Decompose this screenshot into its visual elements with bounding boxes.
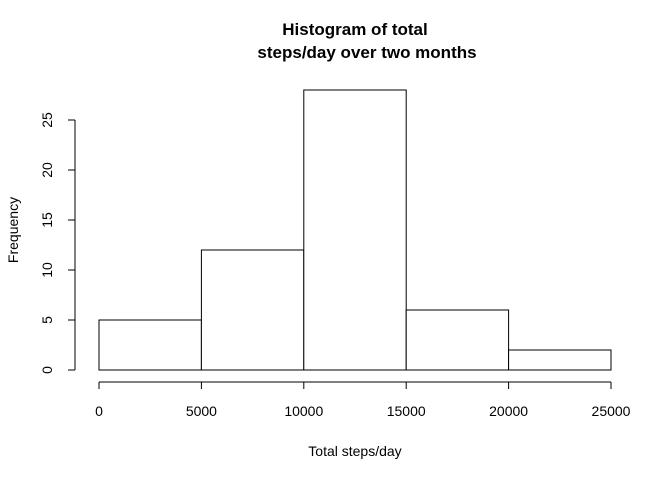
x-axis-label: Total steps/day (308, 443, 401, 459)
y-tick-label-3: 15 (39, 212, 55, 228)
x-tick-label-0: 0 (95, 403, 103, 419)
x-tick-label-2: 10000 (284, 403, 323, 419)
y-axis-label: Frequency (5, 197, 21, 263)
histogram-bar-2 (303, 89, 407, 371)
y-tick-label-0: 0 (39, 366, 55, 374)
y-tick-label-4: 20 (39, 162, 55, 178)
y-axis: 0 5 10 15 20 25 (39, 112, 76, 374)
x-tick-label-1: 5000 (186, 403, 217, 419)
histogram-bar-1 (200, 249, 305, 371)
histogram-bar-3 (405, 309, 510, 371)
chart-title-line-1: Histogram of total (282, 20, 427, 39)
histogram-bar-4 (508, 349, 612, 371)
x-tick-label-4: 20000 (489, 403, 528, 419)
y-tick-label-5: 25 (39, 112, 55, 128)
bars-group (98, 89, 612, 371)
y-tick-label-1: 5 (39, 316, 55, 324)
x-tick-label-5: 25000 (592, 403, 631, 419)
histogram-bar-0 (98, 319, 202, 371)
x-tick-label-3: 15000 (387, 403, 426, 419)
chart-title-line-2: steps/day over two months (257, 43, 476, 62)
x-axis: 0 5000 10000 15000 20000 25000 (95, 381, 631, 419)
y-tick-label-2: 10 (39, 262, 55, 278)
